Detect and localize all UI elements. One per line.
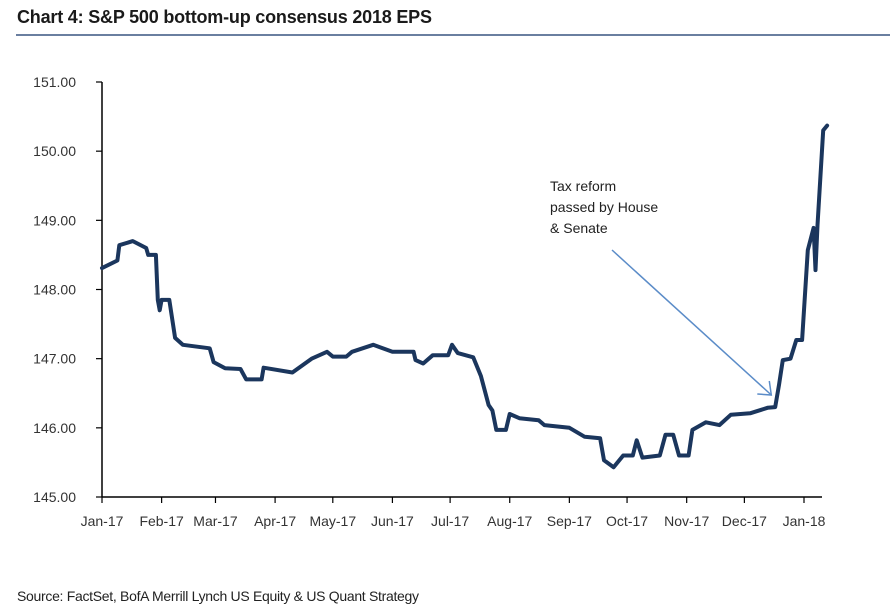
annotation-text: passed by House <box>550 199 658 215</box>
x-tick-label: Mar-17 <box>193 513 238 529</box>
x-tick-label: Feb-17 <box>139 513 184 529</box>
annotation-arrow <box>611 249 772 396</box>
x-tick-label: Jan-18 <box>783 513 826 529</box>
title-divider <box>16 34 890 36</box>
y-tick-label: 148.00 <box>33 282 76 298</box>
y-tick-label: 145.00 <box>33 489 76 505</box>
x-tick-label: Sep-17 <box>547 513 592 529</box>
arrowhead-icon <box>757 380 773 396</box>
y-tick-label: 147.00 <box>33 351 76 367</box>
x-tick-label: Aug-17 <box>487 513 532 529</box>
eps-series-line <box>100 123 830 470</box>
annotation-text: Tax reform <box>550 178 616 194</box>
x-tick-label: Jan-17 <box>81 513 124 529</box>
x-tick-label: Dec-17 <box>722 513 767 529</box>
annotation-text: & Senate <box>550 220 608 236</box>
chart-title: Chart 4: S&P 500 bottom-up consensus 201… <box>17 7 432 27</box>
x-tick-label: Oct-17 <box>606 513 648 529</box>
source-note: Source: FactSet, BofA Merrill Lynch US E… <box>17 588 419 604</box>
y-tick-label: 146.00 <box>33 420 76 436</box>
x-tick-label: Jun-17 <box>371 513 414 529</box>
x-tick-label: Apr-17 <box>254 513 296 529</box>
x-tick-label: May-17 <box>309 513 356 529</box>
y-tick-label: 151.00 <box>33 74 76 90</box>
x-tick-label: Nov-17 <box>664 513 709 529</box>
x-tick-label: Jul-17 <box>431 513 469 529</box>
y-tick-label: 149.00 <box>33 212 76 228</box>
y-tick-label: 150.00 <box>33 143 76 159</box>
